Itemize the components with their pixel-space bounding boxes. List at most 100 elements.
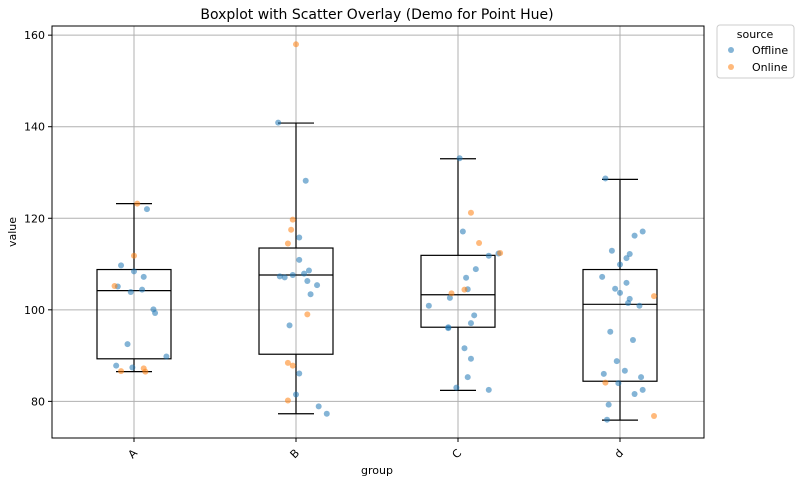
data-point — [118, 262, 125, 269]
data-point — [127, 288, 134, 295]
data-point — [629, 337, 636, 344]
data-point — [284, 397, 291, 404]
data-point — [631, 391, 638, 398]
data-point — [118, 368, 125, 375]
legend-label: Offline — [752, 44, 788, 57]
data-point — [281, 274, 288, 281]
data-point — [152, 310, 159, 317]
data-point — [625, 299, 632, 306]
data-point — [651, 293, 658, 300]
data-point — [275, 119, 282, 126]
data-point — [467, 355, 474, 362]
data-point — [289, 272, 296, 279]
data-point — [305, 267, 312, 274]
data-point — [301, 270, 308, 277]
data-point — [129, 364, 136, 371]
data-point — [142, 368, 149, 375]
data-point — [636, 302, 643, 309]
data-point — [623, 255, 630, 262]
data-point — [638, 374, 645, 381]
data-point — [315, 403, 322, 410]
x-tick-label: C — [449, 446, 464, 461]
data-point — [293, 41, 299, 48]
data-point — [139, 286, 146, 293]
data-point — [613, 358, 620, 365]
data-point — [113, 362, 120, 369]
box-iqr — [258, 247, 334, 355]
data-point — [296, 256, 303, 263]
scatter-points — [111, 41, 658, 423]
data-point — [464, 374, 471, 381]
data-point — [131, 252, 137, 259]
data-point — [461, 286, 468, 293]
legend-frame — [716, 24, 795, 79]
data-point — [604, 416, 611, 423]
data-point — [284, 240, 291, 247]
chart-title: Boxplot with Scatter Overlay (Demo for P… — [200, 7, 553, 23]
data-point — [605, 401, 612, 408]
data-point — [639, 228, 646, 235]
data-point — [612, 285, 619, 292]
data-point — [600, 370, 607, 377]
data-point — [296, 234, 303, 241]
data-point — [467, 209, 474, 216]
data-point — [323, 410, 330, 417]
data-point — [497, 250, 504, 257]
data-point — [472, 266, 479, 273]
data-point — [602, 175, 609, 182]
legend: source Offline Online — [716, 24, 795, 79]
data-point — [608, 247, 615, 254]
x-tick-label: B — [288, 447, 303, 462]
data-point — [453, 384, 460, 391]
data-point — [461, 345, 468, 352]
box-B — [258, 122, 334, 415]
data-point — [140, 273, 147, 280]
data-point — [485, 386, 492, 393]
y-axis-ticks: 80 100 120 140 160 — [24, 29, 52, 408]
legend-entry-online: Online — [728, 61, 788, 74]
data-point — [143, 206, 150, 213]
data-point — [485, 252, 492, 259]
data-point — [307, 291, 314, 298]
legend-label: Online — [752, 61, 788, 74]
x-tick-label: A — [126, 446, 141, 461]
data-point — [163, 353, 170, 360]
data-point — [599, 273, 606, 280]
box-iqr — [420, 254, 496, 328]
data-point — [623, 279, 630, 286]
data-point — [446, 294, 453, 301]
x-tick-label: d — [612, 447, 626, 461]
series-online — [111, 41, 658, 420]
data-point — [471, 312, 478, 319]
data-point — [463, 274, 470, 281]
legend-marker — [728, 47, 734, 53]
data-point — [459, 228, 466, 235]
data-point — [425, 302, 432, 309]
data-point — [631, 232, 638, 239]
data-point — [296, 370, 303, 377]
data-point — [314, 282, 321, 289]
legend-marker — [728, 64, 734, 70]
data-point — [289, 362, 296, 369]
plot-frame — [51, 25, 705, 439]
data-point — [124, 341, 131, 348]
y-tick-label: 80 — [31, 395, 45, 408]
data-point — [621, 367, 628, 374]
data-point — [289, 216, 296, 223]
data-point — [639, 386, 646, 393]
data-point — [607, 328, 614, 335]
data-point — [617, 261, 623, 268]
data-point — [615, 380, 622, 387]
data-point — [302, 177, 309, 184]
legend-entries: Offline Online — [728, 44, 788, 74]
data-point — [284, 359, 291, 366]
legend-title: source — [737, 28, 774, 41]
data-point — [476, 239, 483, 246]
data-point — [293, 391, 299, 398]
data-point — [134, 200, 141, 207]
y-tick-label: 140 — [24, 121, 45, 134]
y-tick-label: 160 — [24, 29, 45, 42]
y-tick-label: 100 — [24, 304, 45, 317]
